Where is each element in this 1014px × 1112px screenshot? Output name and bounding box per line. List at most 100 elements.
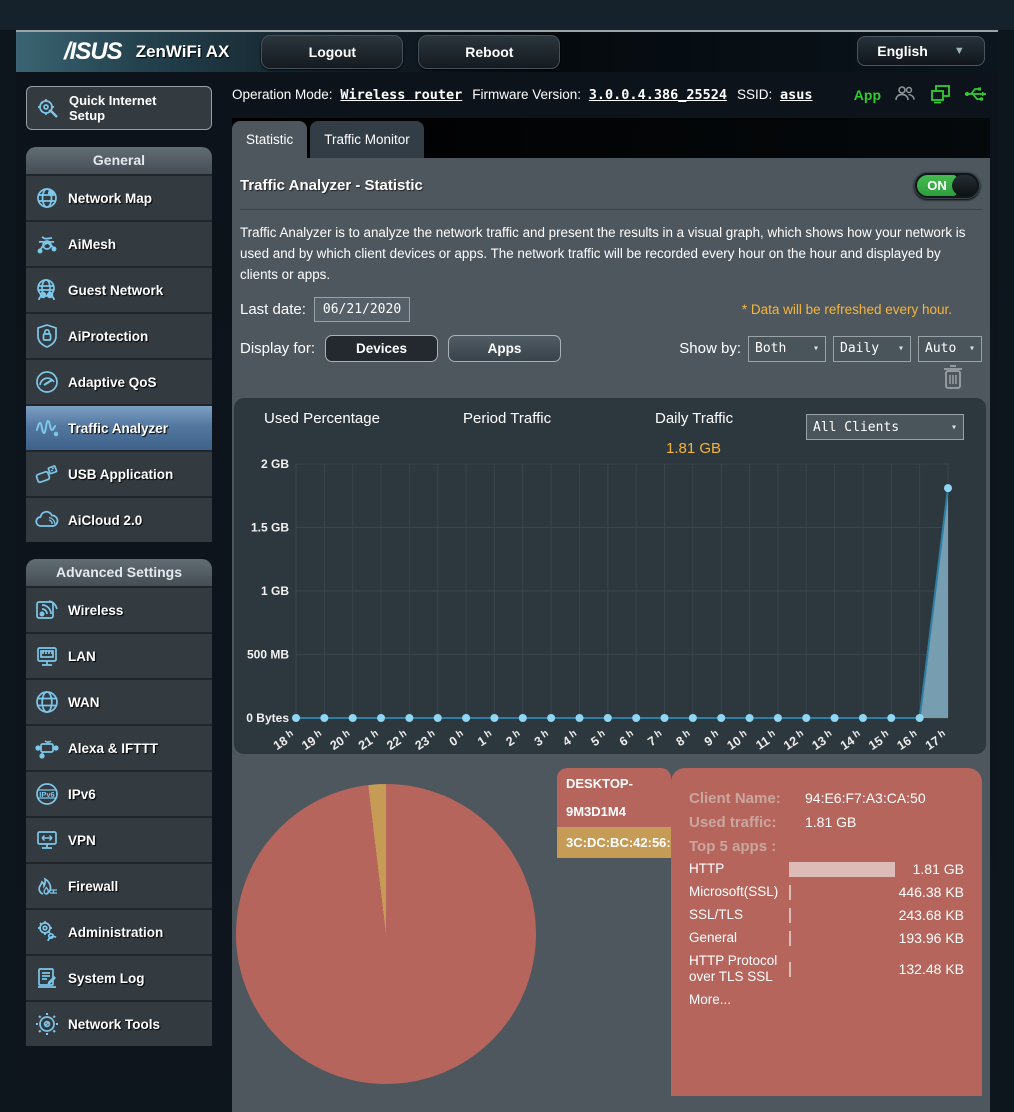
chart-tab-period-traffic[interactable]: Period Traffic [463, 410, 552, 427]
tab-statistic[interactable]: Statistic [232, 121, 308, 158]
sidebar-item-aiprotection[interactable]: AiProtection [26, 312, 212, 358]
svg-text:8 h: 8 h [673, 728, 694, 749]
app-row: HTTP 1.81 GB [689, 861, 964, 877]
svg-text:17 h: 17 h [922, 728, 949, 750]
wan-icon [26, 689, 68, 715]
clients-icon[interactable] [894, 85, 916, 106]
display-for-label: Display for: [240, 340, 316, 357]
reboot-button[interactable]: Reboot [418, 35, 561, 69]
legend-item-0[interactable]: DESKTOP- 9M3D1M4 [557, 768, 671, 827]
app-usage-bar [789, 907, 895, 923]
app-name: Microsoft(SSL) [689, 884, 779, 899]
sidebar-item-label: IPv6 [68, 786, 96, 802]
traffic-analyzer-toggle[interactable]: ON [914, 172, 980, 199]
sidebar-item-vpn[interactable]: VPN [26, 816, 212, 862]
show-by-select-both[interactable]: Both ▾ [748, 335, 826, 362]
traffic-analyzer-icon [26, 415, 68, 441]
alexa-ifttt-icon [26, 735, 68, 761]
firmware-version: Firmware Version: 3.0.0.4.386_25524 [472, 87, 727, 103]
sidebar-item-adaptive-qos[interactable]: Adaptive QoS [26, 358, 212, 404]
firmware-version-link[interactable]: 3.0.0.4.386_25524 [588, 87, 727, 103]
devices-button[interactable]: Devices [325, 335, 439, 362]
app-name: General [689, 930, 738, 945]
sidebar-item-guest-network[interactable]: Guest Network [26, 266, 212, 312]
chart-tab-daily-traffic[interactable]: Daily Traffic [655, 410, 734, 427]
sidebar-item-label: USB Application [68, 466, 174, 482]
sidebar-item-system-log[interactable]: System Log [26, 954, 212, 1000]
language-dropdown[interactable]: English ▼ [857, 36, 985, 66]
svg-text:19 h: 19 h [299, 728, 326, 750]
client-usage-pie-chart[interactable] [236, 784, 536, 1084]
sidebar-item-traffic-analyzer[interactable]: Traffic Analyzer [26, 404, 212, 450]
sidebar-item-network-tools[interactable]: Network Tools [26, 1000, 212, 1046]
logout-button[interactable]: Logout [261, 35, 404, 69]
content-panel: Traffic Analyzer - Statistic ON Traffic … [232, 158, 990, 1112]
svg-text:7 h: 7 h [645, 728, 666, 749]
quick-internet-setup-icon [27, 95, 69, 121]
svg-text:2 GB: 2 GB [261, 457, 289, 471]
operation-mode-link[interactable]: Wireless router [340, 87, 463, 103]
header-icons: App [854, 84, 988, 107]
chevron-down-icon: ▾ [897, 343, 904, 354]
legend-item-1[interactable]: 3C:DC:BC:42:56:94 [557, 827, 685, 858]
sidebar-item-label: LAN [68, 648, 96, 664]
network-tools-icon [26, 1011, 68, 1037]
show-by-select-daily[interactable]: Daily ▾ [833, 335, 911, 362]
sidebar-item-alexa-ifttt[interactable]: Alexa & IFTTT [26, 724, 212, 770]
svg-text:16 h: 16 h [894, 728, 921, 750]
sidebar-item-label: System Log [68, 970, 145, 986]
usb-status-icon[interactable] [964, 85, 988, 106]
sidebar-item-aimesh[interactable]: AiMesh [26, 220, 212, 266]
sidebar-item-firewall[interactable]: Firewall [26, 862, 212, 908]
app-usage-value: 243.68 KB [898, 907, 964, 923]
svg-text:9 h: 9 h [701, 728, 722, 749]
svg-text:500 MB: 500 MB [247, 648, 289, 662]
sidebar-item-aicloud-2-0[interactable]: AiCloud 2.0 [26, 496, 212, 542]
page-title: Traffic Analyzer - Statistic [240, 177, 423, 194]
info-bar: Operation Mode: Wireless router Firmware… [232, 72, 998, 118]
router-ui-frame: /ISUS ZenWiFi AX Logout Reboot English ▼… [16, 30, 998, 1112]
system-log-icon [26, 965, 68, 991]
chevron-down-icon: ▾ [950, 421, 957, 433]
svg-text:3 h: 3 h [531, 728, 552, 749]
guest-network-icon [26, 277, 68, 303]
sidebar-item-wan[interactable]: WAN [26, 678, 212, 724]
svg-text:21 h: 21 h [355, 728, 382, 750]
sidebar-item-label: Adaptive QoS [68, 374, 157, 390]
sidebar-item-quick-internet-setup[interactable]: Quick Internet Setup [26, 86, 212, 130]
last-date-label: Last date: [240, 301, 306, 318]
apps-button[interactable]: Apps [448, 335, 562, 362]
client-filter-select[interactable]: All Clients ▾ [806, 414, 964, 440]
sidebar-item-label: Wireless [68, 602, 124, 618]
sidebar-item-administration[interactable]: Administration [26, 908, 212, 954]
tab-strip: Statistic Traffic Monitor [232, 118, 990, 158]
svg-text:1.5 GB: 1.5 GB [251, 521, 289, 535]
more-apps-link[interactable]: More... [689, 992, 732, 1007]
aicloud-icon [26, 507, 68, 533]
tab-traffic-monitor[interactable]: Traffic Monitor [310, 121, 424, 158]
sidebar-item-label: Firewall [68, 878, 119, 894]
sidebar-item-lan[interactable]: LAN [26, 632, 212, 678]
devices-status-icon[interactable] [929, 84, 951, 107]
last-date-input[interactable] [313, 297, 410, 322]
sidebar-item-network-map[interactable]: Network Map [26, 174, 212, 220]
svg-text:23 h: 23 h [412, 728, 439, 750]
svg-text:1 h: 1 h [475, 728, 496, 749]
sidebar-item-label: AiProtection [68, 328, 149, 344]
chart-tab-used-percentage[interactable]: Used Percentage [264, 410, 380, 427]
app-link[interactable]: App [853, 87, 881, 103]
client-name-label: Client Name: [689, 790, 781, 807]
refresh-note: * Data will be refreshed every hour. [741, 302, 952, 317]
client-detail-panel: Client Name: 94:E6:F7:A3:CA:50 Used traf… [671, 768, 982, 1096]
toggle-knob [952, 175, 977, 196]
title-divider [240, 209, 982, 210]
svg-text:15 h: 15 h [866, 728, 893, 750]
ssid-link[interactable]: asus [780, 87, 813, 103]
sidebar-item-usb-application[interactable]: USB Application [26, 450, 212, 496]
show-by-select-auto[interactable]: Auto ▾ [918, 335, 982, 362]
sidebar-item-ipv6[interactable]: IPv6 IPv6 [26, 770, 212, 816]
show-by-label: Show by: [679, 340, 741, 357]
delete-data-button[interactable] [942, 364, 964, 395]
sidebar-item-wireless[interactable]: Wireless [26, 586, 212, 632]
